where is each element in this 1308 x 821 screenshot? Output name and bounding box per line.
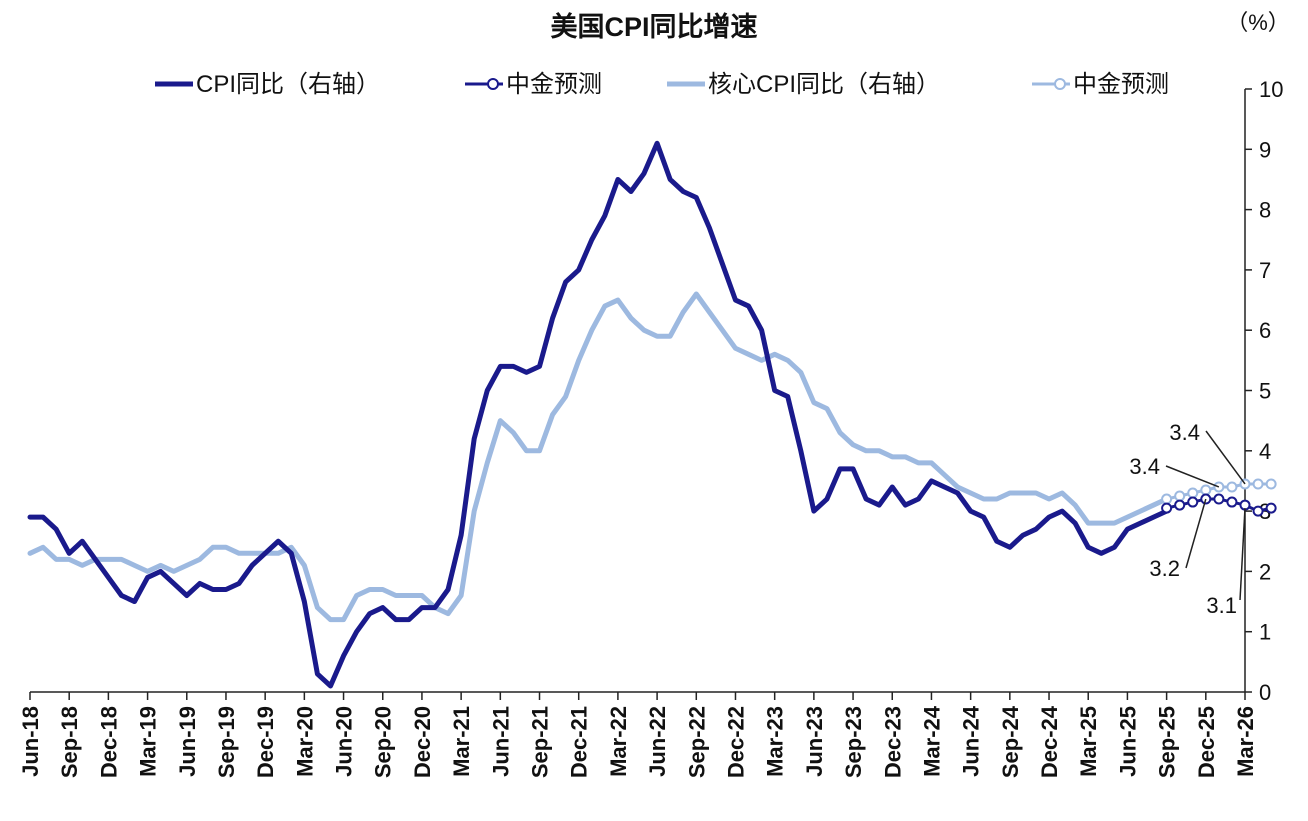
series-layer <box>27 140 1277 689</box>
x-tick-label: Mar-22 <box>606 706 631 777</box>
chart-title: 美国CPI同比增速 <box>550 11 757 42</box>
legend-item: 中金预测 <box>1032 71 1169 98</box>
forecast-point <box>1200 484 1212 496</box>
legend-item: 核心CPI同比（右轴） <box>667 71 940 98</box>
x-tick-label: Jun-22 <box>645 706 670 777</box>
x-tick-label: Mar-26 <box>1233 706 1258 777</box>
forecast-point <box>1252 505 1264 517</box>
legend-item: 中金预测 <box>465 71 602 98</box>
x-tick-label: Sep-20 <box>371 706 396 778</box>
series-line <box>27 291 1170 623</box>
x-tick-label: Dec-20 <box>410 706 435 778</box>
x-tick-label: Dec-19 <box>253 706 278 778</box>
annotation-label: 3.4 <box>1129 454 1160 479</box>
y-tick-label: 5 <box>1259 379 1271 404</box>
y-tick-label: 0 <box>1259 680 1271 705</box>
x-tick-label: Sep-18 <box>57 706 82 778</box>
legend-marker <box>1054 78 1066 90</box>
series-0 <box>27 140 1170 689</box>
forecast-point <box>1187 487 1199 499</box>
y-tick-label: 7 <box>1259 258 1271 283</box>
legend-label: CPI同比（右轴） <box>196 71 380 98</box>
x-tick-label: Dec-18 <box>96 706 121 778</box>
forecast-point <box>1187 496 1199 508</box>
x-tick-label: Jun-24 <box>959 705 984 777</box>
y-unit-label: （%） <box>1226 10 1290 35</box>
forecast-point <box>1161 502 1173 514</box>
annotation-leader <box>1185 498 1207 569</box>
x-tick-label: Mar-25 <box>1076 706 1101 777</box>
x-tick-label: Jun-18 <box>18 706 43 777</box>
y-tick-label: 2 <box>1259 559 1271 584</box>
y-tick-label: 9 <box>1259 137 1271 162</box>
x-tick-label: Jun-25 <box>1115 706 1140 777</box>
y-tick-label: 10 <box>1259 77 1283 102</box>
x-tick-label: Dec-22 <box>723 706 748 778</box>
legend-label: 核心CPI同比（右轴） <box>708 71 940 98</box>
legend-label: 中金预测 <box>506 71 602 98</box>
legend: CPI同比（右轴） 中金预测 核心CPI同比（右轴） 中金预测 <box>155 71 1169 98</box>
y-tick-label: 4 <box>1259 439 1271 464</box>
x-tick-label: Dec-24 <box>1037 705 1062 778</box>
series-1 <box>1161 493 1277 517</box>
annotation-leader <box>1239 508 1246 601</box>
legend-item: CPI同比（右轴） <box>155 71 380 98</box>
forecast-point <box>1161 493 1173 505</box>
y-tick-label: 6 <box>1259 318 1271 343</box>
x-tick-label: Dec-23 <box>880 706 905 778</box>
x-tick-label: Jun-19 <box>175 706 200 777</box>
x-tick-label: Mar-21 <box>449 706 474 777</box>
y-tick-label: 1 <box>1259 620 1271 645</box>
annotation-label: 3.4 <box>1169 420 1200 445</box>
annotations: 3.4 3.4 3.2 3.1 <box>1129 420 1246 618</box>
forecast-point <box>1226 496 1238 508</box>
annotation-label: 3.1 <box>1206 593 1237 618</box>
forecast-point <box>1174 490 1186 502</box>
forecast-point <box>1226 481 1238 493</box>
forecast-point <box>1265 478 1277 490</box>
x-tick-label: Dec-21 <box>567 706 592 778</box>
annotation-leader <box>1205 430 1246 485</box>
x-tick-label: Mar-19 <box>136 706 161 777</box>
annotation-leader <box>1165 465 1220 488</box>
x-tick-label: Sep-24 <box>998 705 1023 778</box>
x-tick-label: Sep-21 <box>528 706 553 778</box>
x-tick-label: Sep-25 <box>1155 706 1180 778</box>
x-tick-label: Jun-20 <box>332 706 357 777</box>
forecast-point <box>1213 493 1225 505</box>
x-tick-label: Mar-20 <box>292 706 317 777</box>
x-tick-label: Jun-21 <box>488 706 513 777</box>
forecast-point <box>1174 499 1186 511</box>
legend-label: 中金预测 <box>1073 71 1169 98</box>
legend-marker <box>487 78 499 90</box>
y-tick-label: 8 <box>1259 198 1271 223</box>
x-tick-label: Sep-19 <box>214 706 239 778</box>
series-2 <box>27 291 1170 623</box>
x-tick-label: Dec-25 <box>1194 706 1219 778</box>
x-tick-label: Sep-23 <box>841 706 866 778</box>
x-tick-label: Sep-22 <box>684 706 709 778</box>
x-tick-label: Mar-24 <box>919 705 944 777</box>
x-tick-label: Jun-23 <box>802 706 827 777</box>
forecast-point <box>1265 502 1277 514</box>
annotation-label: 3.2 <box>1149 556 1180 581</box>
series-line <box>27 140 1170 689</box>
x-tick-label: Mar-23 <box>763 706 788 777</box>
forecast-point <box>1252 478 1264 490</box>
